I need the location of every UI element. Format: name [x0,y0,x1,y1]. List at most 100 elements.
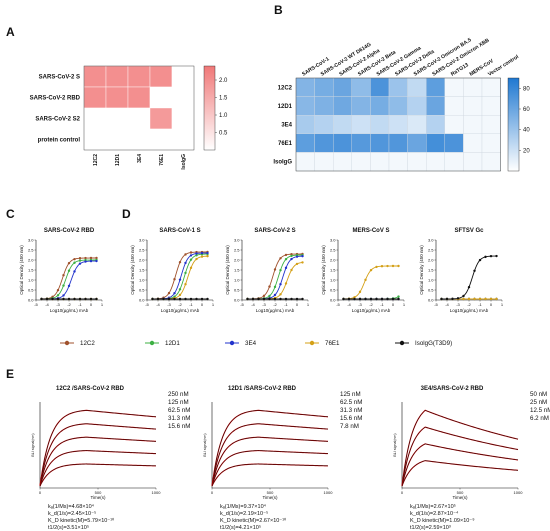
heatmap-b-cell [407,96,427,116]
kinetics-label: k_d(1/s)=2.87×10⁻⁴ [410,510,459,517]
heatmap-a-col-label: 76E1 [159,154,165,166]
data-point [284,257,288,261]
data-point [353,296,356,299]
heatmap-b-col-label: Vector control [487,54,520,78]
series-line [247,254,303,300]
heatmap-b-cell [481,77,501,97]
x-tick-label: -5 [240,302,244,307]
bli-chart: 12C2 /SARS-CoV-2 RBD 0 500 1000 Time(s) BLI s… [31,386,190,531]
x-tick-label: -5 [434,302,438,307]
data-point [195,297,198,301]
data-point [262,297,266,301]
data-point [173,278,176,281]
x-tick-label: 0 [39,490,42,495]
heatmap-a-cell [149,128,173,151]
y-tick-label: 2.0 [330,257,336,262]
y-tick-label: 0.5 [28,287,34,292]
data-point [195,257,198,261]
heatmap-a-colorbar [203,65,216,151]
data-point [467,285,471,289]
y-tick-label: 0.5 [330,287,336,292]
legend-marker [309,340,315,346]
elisa-chart: SARS-CoV-2 S -5 -4 -3 -2 -1 0 1 0.0 0.5 1.0 1.5 2.0 2… [225,228,310,313]
heatmap-a-colorbar-label: 2.0 [219,78,228,84]
legend-marker [229,340,235,346]
y-tick-label: 0.0 [234,297,240,302]
data-point [279,283,282,286]
y-tick-label: 2.0 [234,257,240,262]
legend-marker [149,340,155,346]
data-point [184,261,187,265]
x-tick-label: -5 [145,302,149,307]
heatmap-a-cell [171,86,195,109]
y-tick-label: 1.0 [139,277,145,282]
data-point [273,297,277,301]
data-point [386,297,389,301]
data-point [189,254,193,257]
panel-letter-b: B [274,3,283,17]
y-tick-label: 0.0 [428,297,434,302]
x-tick-label: -3 [56,302,60,307]
series-line [247,255,303,300]
data-point [295,255,299,258]
y-tick-label: 2.5 [428,247,434,252]
heatmap-b-colorbar-label: 80 [523,86,530,92]
heatmap-a-cell [127,107,151,130]
x-tick-label: 1000 [324,490,334,495]
bli-fit-line [39,409,157,487]
data-point [375,297,378,301]
kinetics-label: kₐ(1/Ms)=9.37×10⁴ [220,503,267,510]
series-line [247,253,303,300]
data-point [73,257,76,261]
elisa-charts: SARS-CoV-2 RBD -5 -4 -3 -2 -1 0 1 0.0 0.5 1.0 1.5 2.… [19,228,504,313]
elisa-chart: SFTSV Gc -5 -4 -3 -2 -1 0 1 0.0 0.5 1.0 1.5 2.0 2.5 3.… [419,228,504,313]
data-point [273,268,277,271]
data-point [279,257,282,260]
bli-trace [39,410,157,487]
data-point [78,297,82,301]
data-point [200,251,204,255]
series-line [41,260,97,300]
data-point [84,297,87,301]
heatmap-b-cell [463,133,483,153]
heatmap-b-cell [426,152,446,172]
bli-charts: 12C2 /SARS-CoV-2 RBD 0 500 1000 Time(s) BLI s… [31,386,550,531]
heatmap-b-cell [295,152,315,172]
data-point [89,297,93,301]
heatmap-b-cell [351,77,371,97]
data-point [342,297,345,301]
elisa-title: SARS-CoV-2 S [254,228,295,234]
y-tick-label: 2.5 [28,247,34,252]
elisa-title: SARS-CoV-2 RBD [44,228,95,234]
x-axis-label: Time(s) [452,495,468,500]
data-point [380,264,384,268]
data-point [206,254,209,258]
x-tick-label: 500 [267,490,274,495]
kinetics-label: K_D kinetic(M)=1.09×10⁻⁹ [410,517,475,524]
panel-letter-d: D [122,207,131,221]
x-tick-label: 1 [307,302,310,307]
heatmap-b-cell [426,96,446,116]
y-axis-label: Optical Dencity (450 nm) [321,245,326,295]
heatmap-a-row-label: SARS-CoV-2 S2 [35,117,80,123]
heatmap-a-colorbar-label: 0.5 [219,131,228,137]
data-point [279,297,282,301]
data-point [67,297,71,301]
data-point [397,297,400,301]
heatmap-b-cell [481,114,501,134]
data-point [397,264,400,268]
data-point [268,285,271,288]
x-tick-label: -3 [167,302,171,307]
heatmap-b-cell [351,152,371,172]
heatmap-b-cell [333,152,353,172]
heatmap-b-cell [370,133,390,153]
y-tick-label: 1.5 [139,267,145,272]
x-tick-label: -1 [284,302,288,307]
kinetics-label: K_D kinetic(M)=2.67×10⁻¹⁰ [220,517,287,524]
x-tick-label: -2 [369,302,373,307]
panel-letter-e: E [6,367,14,381]
data-point [358,297,362,301]
data-point [78,257,82,260]
x-tick-label: -4 [45,302,49,307]
heatmap-b-cell [388,96,408,116]
